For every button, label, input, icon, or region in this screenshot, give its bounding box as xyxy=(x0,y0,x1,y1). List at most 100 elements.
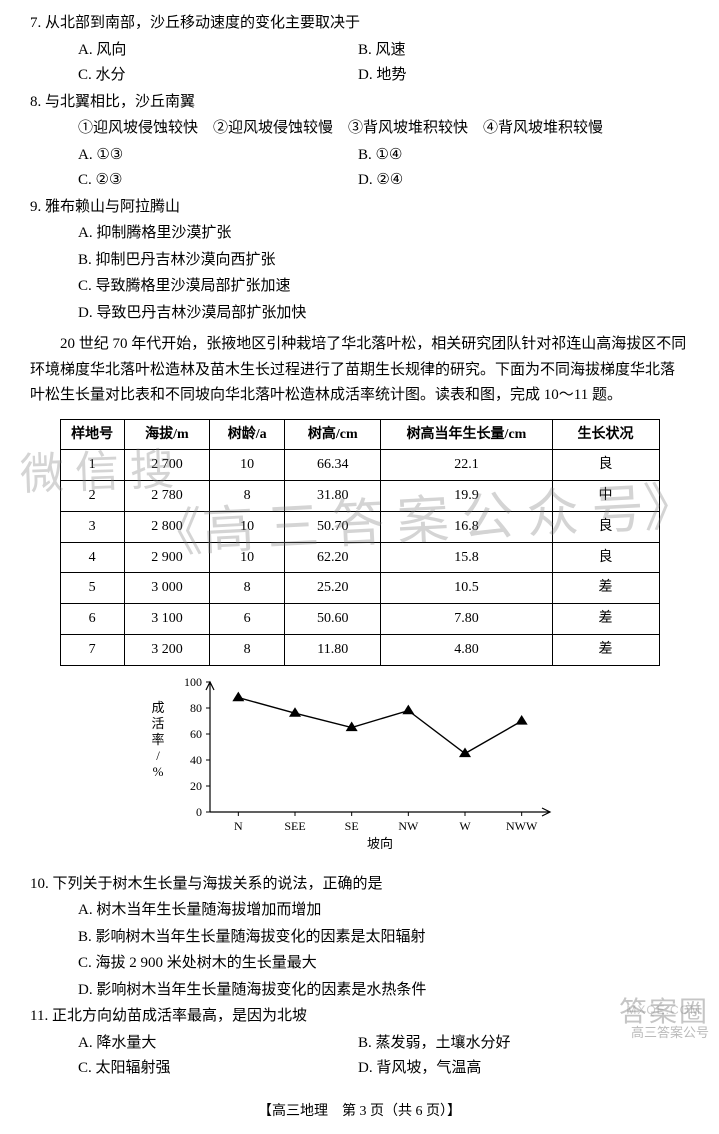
table-cell: 2 800 xyxy=(124,511,210,542)
table-cell: 2 xyxy=(60,481,124,512)
table-cell: 10.5 xyxy=(381,573,552,604)
table-cell: 15.8 xyxy=(381,542,552,573)
survival-chart: 020406080100NSEESENWWNWW成活率/%坡向 xyxy=(140,672,580,862)
table-cell: 10 xyxy=(210,542,285,573)
table-cell: 4.80 xyxy=(381,635,552,666)
table-header: 树高/cm xyxy=(285,419,381,450)
q10-opt-b: B. 影响树木当年生长量随海拔变化的因素是太阳辐射 xyxy=(30,925,689,951)
q7-opt-a: A. 风向 xyxy=(78,38,358,64)
table-header: 生长状况 xyxy=(552,419,659,450)
page-footer: 【高三地理 第 3 页（共 6 页）】 xyxy=(30,1100,689,1124)
q8-opt-d: D. ②④ xyxy=(358,168,638,194)
svg-text:活: 活 xyxy=(151,716,164,731)
q7-opt-b: B. 风速 xyxy=(358,38,638,64)
q8-subs: ①迎风坡侵蚀较快 ②迎风坡侵蚀较慢 ③背风坡堆积较快 ④背风坡堆积较慢 xyxy=(30,116,689,142)
q10-opt-d: D. 影响树木当年生长量随海拔变化的因素是水热条件 xyxy=(30,978,689,1004)
q8-opt-b: B. ①④ xyxy=(358,143,638,169)
q8-opts: A. ①③ B. ①④ C. ②③ D. ②④ xyxy=(30,143,689,194)
passage: 20 世纪 70 年代开始，张掖地区引种栽培了华北落叶松，相关研究团队针对祁连山… xyxy=(30,332,689,409)
svg-text:坡向: 坡向 xyxy=(366,836,392,851)
q11-stem: 11. 正北方向幼苗成活率最高，是因为北坡 xyxy=(30,1004,689,1030)
table-cell: 66.34 xyxy=(285,450,381,481)
table-header: 海拔/m xyxy=(124,419,210,450)
table-cell: 2 900 xyxy=(124,542,210,573)
svg-text:80: 80 xyxy=(190,701,202,715)
q11-opt-a: A. 降水量大 xyxy=(78,1031,358,1057)
table-cell: 差 xyxy=(552,573,659,604)
table-cell: 10 xyxy=(210,511,285,542)
table-header: 树高当年生长量/cm xyxy=(381,419,552,450)
table-row: 63 100650.607.80差 xyxy=(60,604,659,635)
q11-opt-c: C. 太阳辐射强 xyxy=(78,1056,358,1082)
table-cell: 1 xyxy=(60,450,124,481)
svg-text:W: W xyxy=(459,819,471,833)
table-row: 73 200811.804.80差 xyxy=(60,635,659,666)
table-row: 53 000825.2010.5差 xyxy=(60,573,659,604)
table-cell: 良 xyxy=(552,450,659,481)
q11-opt-b: B. 蒸发弱，土壤水分好 xyxy=(358,1031,638,1057)
table-cell: 3 200 xyxy=(124,635,210,666)
table-cell: 差 xyxy=(552,604,659,635)
table-row: 12 7001066.3422.1良 xyxy=(60,450,659,481)
table-cell: 50.70 xyxy=(285,511,381,542)
table-cell: 5 xyxy=(60,573,124,604)
svg-text:40: 40 xyxy=(190,753,202,767)
svg-text:成: 成 xyxy=(151,700,164,715)
table-cell: 6 xyxy=(60,604,124,635)
table-cell: 4 xyxy=(60,542,124,573)
q9-opt-c: C. 导致腾格里沙漠局部扩张加速 xyxy=(30,274,689,300)
q10-opt-c: C. 海拔 2 900 米处树木的生长量最大 xyxy=(30,951,689,977)
table-cell: 11.80 xyxy=(285,635,381,666)
data-table: 样地号海拔/m树龄/a树高/cm树高当年生长量/cm生长状况 12 700106… xyxy=(60,419,660,666)
q8-stem: 8. 与北翼相比，沙丘南翼 xyxy=(30,90,689,116)
table-cell: 31.80 xyxy=(285,481,381,512)
svg-text:N: N xyxy=(233,819,242,833)
q9-opt-b: B. 抑制巴丹吉林沙漠向西扩张 xyxy=(30,248,689,274)
svg-text:NWW: NWW xyxy=(506,819,538,833)
svg-text:率: 率 xyxy=(151,732,164,747)
svg-text:100: 100 xyxy=(184,675,202,689)
table-cell: 6 xyxy=(210,604,285,635)
table-cell: 8 xyxy=(210,481,285,512)
q7-stem: 7. 从北部到南部，沙丘移动速度的变化主要取决于 xyxy=(30,11,689,37)
table-cell: 19.9 xyxy=(381,481,552,512)
table-header: 树龄/a xyxy=(210,419,285,450)
table-cell: 2 780 xyxy=(124,481,210,512)
table-row: 42 9001062.2015.8良 xyxy=(60,542,659,573)
table-cell: 25.20 xyxy=(285,573,381,604)
q8-opt-a: A. ①③ xyxy=(78,143,358,169)
q10-stem: 10. 下列关于树木生长量与海拔关系的说法，正确的是 xyxy=(30,872,689,898)
table-row: 22 780831.8019.9中 xyxy=(60,481,659,512)
table-cell: 16.8 xyxy=(381,511,552,542)
table-row: 32 8001050.7016.8良 xyxy=(60,511,659,542)
table-cell: 2 700 xyxy=(124,450,210,481)
q7-opt-c: C. 水分 xyxy=(78,63,358,89)
table-cell: 7 xyxy=(60,635,124,666)
table-cell: 良 xyxy=(552,511,659,542)
q9-stem: 9. 雅布赖山与阿拉腾山 xyxy=(30,195,689,221)
table-cell: 3 100 xyxy=(124,604,210,635)
table-cell: 22.1 xyxy=(381,450,552,481)
svg-text:20: 20 xyxy=(190,779,202,793)
table-header: 样地号 xyxy=(60,419,124,450)
q9-opt-d: D. 导致巴丹吉林沙漠局部扩张加快 xyxy=(30,301,689,327)
svg-text:%: % xyxy=(152,764,163,779)
table-cell: 良 xyxy=(552,542,659,573)
table-cell: 3 xyxy=(60,511,124,542)
table-cell: 3 000 xyxy=(124,573,210,604)
table-cell: 62.20 xyxy=(285,542,381,573)
table-cell: 7.80 xyxy=(381,604,552,635)
q7-opts: A. 风向 B. 风速 C. 水分 D. 地势 xyxy=(30,38,689,89)
svg-text:SEE: SEE xyxy=(284,819,305,833)
table-cell: 10 xyxy=(210,450,285,481)
table-cell: 差 xyxy=(552,635,659,666)
q10-opt-a: A. 树木当年生长量随海拔增加而增加 xyxy=(30,898,689,924)
table-cell: 中 xyxy=(552,481,659,512)
svg-text:/: / xyxy=(156,748,160,763)
q8-opt-c: C. ②③ xyxy=(78,168,358,194)
table-cell: 8 xyxy=(210,573,285,604)
q9-opt-a: A. 抑制腾格里沙漠扩张 xyxy=(30,221,689,247)
svg-text:NW: NW xyxy=(398,819,419,833)
svg-text:0: 0 xyxy=(196,805,202,819)
q11-opts: A. 降水量大 B. 蒸发弱，土壤水分好 C. 太阳辐射强 D. 背风坡，气温高 xyxy=(30,1031,689,1082)
